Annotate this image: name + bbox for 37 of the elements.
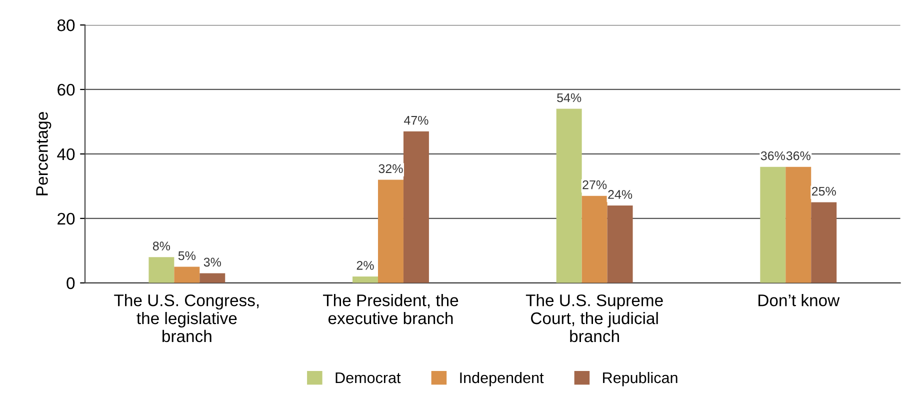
y-tick-label: 0 [66,277,75,290]
data-label: 5% [178,251,196,260]
bar [148,257,174,283]
x-tick-label: The U.S. Congress, the legislative branch [114,294,259,342]
y-tick-label: 20 [58,212,75,225]
y-tick-label: 60 [58,84,75,96]
data-label: 36% [760,151,785,160]
data-label: 47% [404,116,428,125]
legend-label: Republican [603,372,678,386]
bar [607,206,633,283]
x-tick-label: Don’t know [758,294,840,306]
data-label: 32% [378,164,403,174]
data-label: 2% [356,260,374,270]
bar [811,202,837,283]
bar [403,131,429,283]
legend-label: Independent [460,372,544,386]
data-label: 8% [152,242,170,250]
bar [378,180,404,283]
y-axis-title: Percentage [36,112,52,196]
bar [200,273,226,283]
bar [556,108,582,283]
data-label: 25% [812,186,836,196]
data-label: 27% [582,180,607,190]
x-tick-label: The U.S. Supreme Court, the judicial branch [526,294,663,342]
legend-label: Democrat [336,372,401,384]
data-label: 24% [608,190,632,199]
bar [582,196,608,283]
bar [760,166,786,283]
data-label: 3% [204,258,221,267]
x-tick-label: The President, the executive branch [323,294,458,324]
y-tick-label: 80 [57,19,75,32]
y-tick-label: 40 [57,148,75,160]
data-label: 54% [557,93,582,102]
data-label: 36% [786,151,810,160]
bar [174,266,200,283]
bar [786,166,812,283]
bar [352,276,378,283]
